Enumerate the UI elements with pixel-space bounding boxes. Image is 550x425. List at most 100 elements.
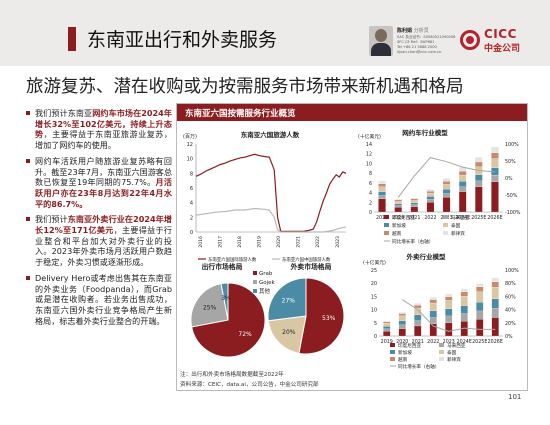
- bar-segment: [414, 303, 422, 306]
- analyst-body-shape: [371, 43, 391, 56]
- bar-segment: [398, 328, 406, 337]
- bullet-item: 我们预计东南亚外卖行业在2024年增长12%至171亿美元，主要得益于行业整合和…: [26, 214, 172, 268]
- bar-segment: [383, 331, 391, 337]
- legend-swatch: [253, 280, 257, 284]
- bullet-list: 我们预计东南亚网约车市场在2024年增长32%至102亿美元，持续上升态势，主要…: [26, 108, 172, 331]
- legend-label: 菲律宾: [451, 230, 465, 237]
- chart-title: 出行市场格局: [202, 262, 243, 271]
- y-tick-label: 14: [366, 142, 372, 148]
- bullet-highlight: 东南亚外卖行业在2024年增长12%至171亿美元: [35, 214, 172, 236]
- slide-header: 东南亚出行和外卖服务 陈利娟 分析员 SAC 执业证书：S00805210900…: [0, 0, 550, 66]
- bar-segment: [394, 198, 402, 200]
- legend-swatch: [384, 215, 389, 219]
- bar-segment: [398, 315, 406, 321]
- bar-segment: [491, 181, 499, 213]
- legend-label: 东南亚六国中国旅游人数: [282, 256, 331, 263]
- slide-title: 东南亚出行和外卖服务: [87, 29, 278, 51]
- x-tick-label: 2022: [424, 215, 436, 221]
- x-tick-label: 2017: [217, 236, 223, 248]
- bar-segment: [378, 198, 386, 213]
- cicc-logo-icon: [460, 30, 480, 50]
- y2-tick-label: 80%: [505, 281, 516, 287]
- axis-label: (十亿美元): [363, 259, 386, 266]
- bar-segment: [475, 157, 483, 163]
- x-tick-label: 2026E: [487, 215, 502, 221]
- legend-swatch: [384, 223, 389, 227]
- bar-segment: [442, 189, 451, 194]
- slice-label: 3%: [221, 295, 231, 302]
- x-tick-label: 2021: [412, 339, 424, 345]
- x-tick-label: 2019: [381, 339, 393, 345]
- x-tick-label: 2022: [315, 236, 321, 248]
- slide-subtitle: 旅游复苏、潜在收购或为按需服务市场带来新机遇和格局: [26, 77, 464, 97]
- x-tick-label: 2021: [408, 215, 420, 221]
- bar-segment: [458, 171, 467, 176]
- chart-title: 外卖行业模型: [407, 252, 447, 261]
- bar-segment: [475, 174, 483, 182]
- bar-segment: [460, 291, 468, 297]
- bar-segment: [410, 206, 419, 213]
- bar-segment: [458, 186, 467, 192]
- x-tick-label: 2020: [396, 339, 408, 345]
- legend-swatch: [439, 357, 444, 361]
- bar-segment: [410, 202, 419, 205]
- bar-segment: [429, 310, 437, 318]
- bar-segment: [458, 191, 467, 213]
- bar-segment: [414, 320, 422, 327]
- y2-tick-label: 60%: [505, 294, 516, 300]
- bar-segment: [476, 286, 484, 292]
- bar-segment: [442, 181, 451, 185]
- x-tick-label: 2019: [257, 236, 263, 248]
- series-line: [195, 207, 347, 233]
- y2-tick-label: -50%: [505, 193, 518, 199]
- analyst-role: 分析员: [413, 28, 429, 34]
- bar-segment: [378, 195, 386, 199]
- legend-label: 泰国: [451, 222, 461, 229]
- bar-segment: [410, 198, 419, 201]
- slice-label: 27%: [282, 297, 296, 304]
- legend-label: 新加坡: [398, 349, 412, 356]
- bullet-text: ，主要得益于东南亚旅游业复苏，增加了网约车的使用。: [35, 129, 172, 151]
- legend-label: Grab: [259, 271, 273, 277]
- y-tick-label: 10: [187, 157, 193, 163]
- page-number: 101: [508, 393, 522, 401]
- legend-swatch: [253, 289, 257, 293]
- bar-segment: [491, 158, 499, 168]
- y2-tick-label: 0%: [505, 334, 513, 340]
- bar-segment: [445, 308, 453, 317]
- x-tick-label: 2020: [392, 215, 404, 221]
- bar-segment: [378, 180, 386, 184]
- y-tick-label: 2: [190, 215, 193, 221]
- bar-segment: [383, 322, 391, 327]
- bar-segment: [429, 297, 437, 300]
- bar-segment: [476, 291, 484, 303]
- growth-line: [402, 299, 496, 332]
- bullet-item: 我们预计东南亚网约车市场在2024年增长32%至102亿美元，持续上升态势，主要…: [26, 108, 172, 151]
- pie-slice: [267, 315, 307, 354]
- bar-segment: [414, 314, 422, 321]
- y2-tick-label: 100%: [505, 142, 519, 148]
- x-tick-label: 2022: [427, 339, 439, 345]
- y-tick-label: 12: [187, 142, 193, 148]
- source-note: 注：出行和外卖市场格局数据截至2022年: [180, 372, 284, 378]
- bar-segment: [410, 197, 419, 199]
- bar-segment: [476, 310, 484, 320]
- y-tick-label: 6: [190, 186, 193, 192]
- panel-title: 东南亚六国按需服务行业概览: [177, 104, 527, 121]
- y-tick-label: 10: [366, 161, 372, 167]
- y-tick-label: 4: [369, 191, 372, 197]
- y-tick-label: 10: [371, 308, 377, 314]
- y-tick-label: 12: [366, 152, 372, 158]
- title-accent-bar: [68, 27, 76, 51]
- legend-label: 越南: [392, 230, 402, 237]
- legend-label: 马来西亚: [447, 342, 466, 349]
- bar-segment: [491, 152, 499, 159]
- bar-segment: [460, 313, 468, 322]
- bar-segment: [426, 199, 435, 203]
- legend-swatch: [443, 223, 448, 227]
- growth-line: [397, 157, 495, 198]
- bar-segment: [475, 161, 483, 167]
- y-tick-label: 4: [190, 201, 193, 207]
- bar-segment: [442, 197, 451, 213]
- slice-label: 20%: [282, 329, 296, 336]
